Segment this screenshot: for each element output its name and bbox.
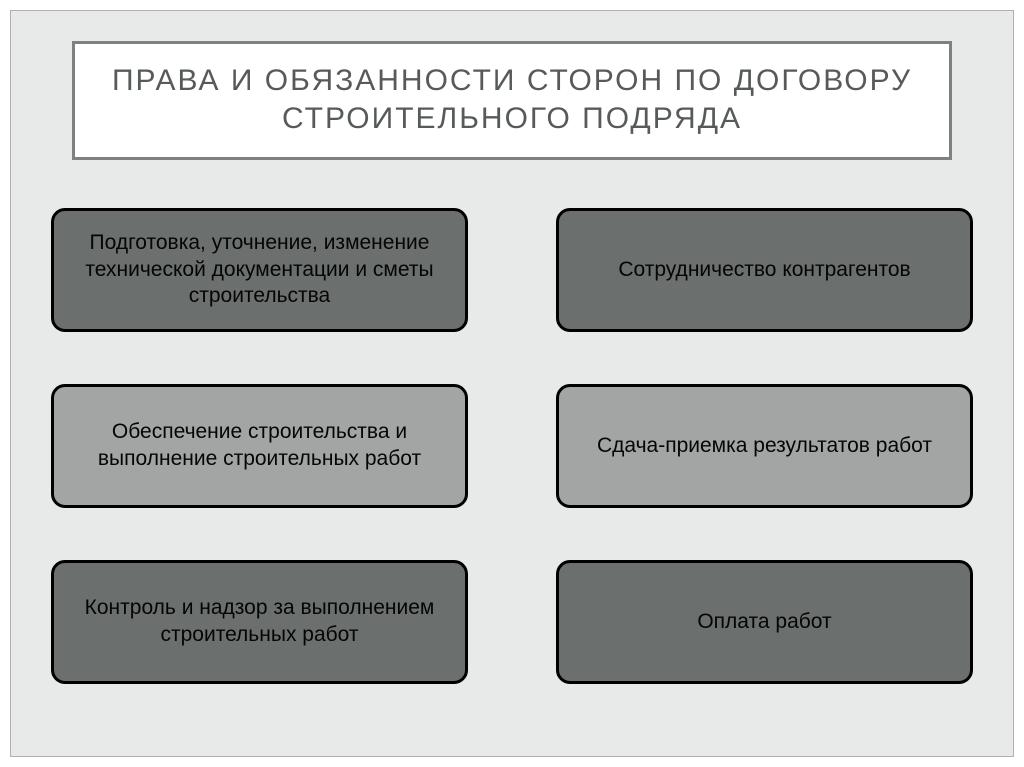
slide-frame: ПРАВА И ОБЯЗАННОСТИ СТОРОН ПО ДОГОВОРУ С… bbox=[10, 10, 1014, 757]
card-acceptance: Сдача-приемка результатов работ bbox=[556, 384, 973, 508]
canvas: ПРАВА И ОБЯЗАННОСТИ СТОРОН ПО ДОГОВОРУ С… bbox=[0, 0, 1024, 767]
card-label: Обеспечение строительства и выполнение с… bbox=[72, 419, 447, 473]
card-tech-docs: Подготовка, уточнение, изменение техниче… bbox=[51, 208, 468, 332]
card-cooperation: Сотрудничество контрагентов bbox=[556, 208, 973, 332]
card-label: Сотрудничество контрагентов bbox=[618, 257, 910, 284]
card-label: Контроль и надзор за выполнением строите… bbox=[72, 595, 447, 649]
cards-grid: Подготовка, уточнение, изменение техниче… bbox=[49, 208, 975, 684]
card-supervision: Контроль и надзор за выполнением строите… bbox=[51, 560, 468, 684]
card-label: Подготовка, уточнение, изменение техниче… bbox=[72, 230, 447, 311]
card-label: Сдача-приемка результатов работ bbox=[597, 433, 932, 460]
title-box: ПРАВА И ОБЯЗАННОСТИ СТОРОН ПО ДОГОВОРУ С… bbox=[72, 41, 952, 160]
card-construction: Обеспечение строительства и выполнение с… bbox=[51, 384, 468, 508]
title-line-2: СТРОИТЕЛЬНОГО ПОДРЯДА bbox=[95, 100, 929, 138]
title-line-1: ПРАВА И ОБЯЗАННОСТИ СТОРОН ПО ДОГОВОРУ bbox=[95, 62, 929, 100]
card-label: Оплата работ bbox=[697, 609, 831, 636]
card-payment: Оплата работ bbox=[556, 560, 973, 684]
